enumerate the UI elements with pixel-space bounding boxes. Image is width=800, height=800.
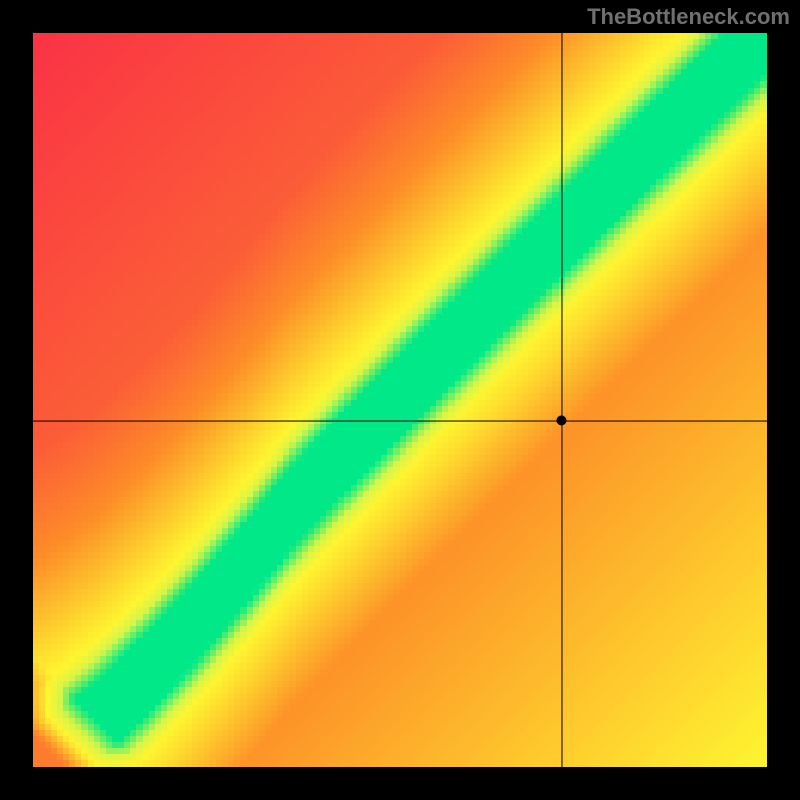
plot-area	[33, 33, 767, 767]
chart-container: TheBottleneck.com	[0, 0, 800, 800]
heatmap-canvas	[33, 33, 767, 767]
watermark-text: TheBottleneck.com	[587, 4, 790, 30]
